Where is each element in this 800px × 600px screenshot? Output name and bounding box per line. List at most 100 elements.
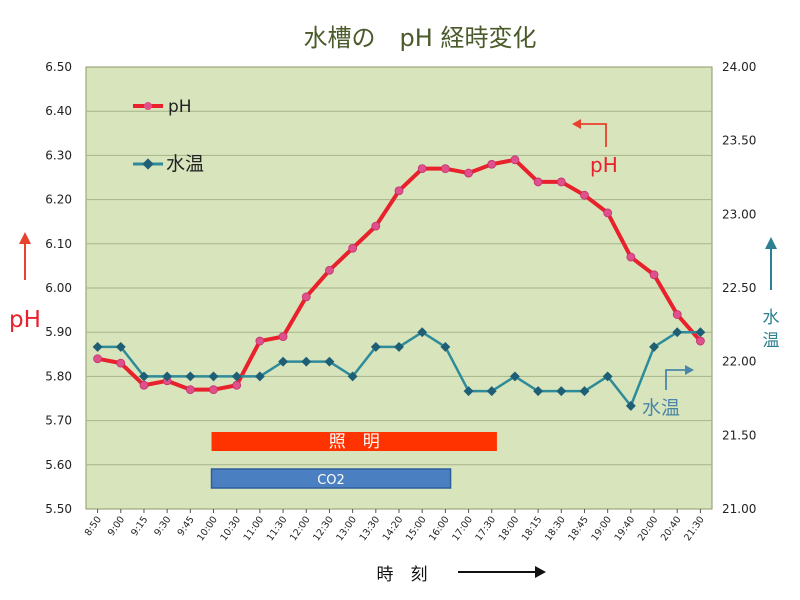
x-tick-label: 18:45 bbox=[566, 514, 591, 543]
x-axis-ticks: 8:50 9:00 9:15 9:30 9:4510:0010:3011:0011:30… bbox=[83, 509, 707, 543]
x-tick-label: 14:20 bbox=[381, 514, 406, 543]
data-point bbox=[510, 155, 520, 165]
annotation-ph-label: pH bbox=[590, 153, 618, 177]
annotation-ph-arrowhead bbox=[572, 119, 581, 129]
period-bar-label: 照 明 bbox=[329, 432, 380, 452]
left-axis-label: pH bbox=[9, 232, 41, 333]
data-point bbox=[394, 341, 404, 352]
x-tick-label: 17:00 bbox=[450, 514, 475, 543]
data-point bbox=[255, 336, 265, 346]
data-point bbox=[649, 341, 659, 352]
x-tick-label: 15:00 bbox=[404, 514, 429, 543]
x-tick-label: 10:30 bbox=[218, 514, 243, 543]
x-tick-label: 19:40 bbox=[613, 514, 638, 543]
data-point bbox=[301, 356, 312, 367]
left-axis-title: pH bbox=[9, 307, 41, 333]
x-tick-label: 20:40 bbox=[659, 514, 684, 543]
data-point bbox=[301, 292, 311, 302]
x-tick-label: 9:15 bbox=[129, 514, 150, 538]
data-point bbox=[625, 400, 636, 411]
annotation-ph-arrow bbox=[574, 123, 607, 147]
legend: pH 水温 bbox=[133, 97, 204, 175]
data-point bbox=[580, 190, 589, 200]
annotation-ph: pH bbox=[572, 119, 618, 177]
left-tick-label: 5.70 bbox=[45, 414, 72, 428]
data-point bbox=[603, 208, 613, 218]
left-tick-label: 6.40 bbox=[45, 104, 72, 118]
data-point bbox=[278, 356, 289, 367]
left-tick-label: 6.00 bbox=[45, 281, 72, 295]
data-point bbox=[325, 265, 334, 275]
x-tick-label: 13:00 bbox=[334, 514, 359, 543]
gridlines bbox=[86, 110, 712, 466]
data-point bbox=[370, 341, 381, 352]
x-tick-label: 12:30 bbox=[311, 514, 336, 543]
data-point bbox=[208, 371, 219, 382]
data-point bbox=[278, 332, 288, 342]
annotation-temp-arrowhead bbox=[685, 365, 694, 375]
annotation-temp-arrow bbox=[665, 369, 690, 390]
data-point bbox=[533, 177, 543, 187]
data-point bbox=[486, 386, 497, 397]
data-point bbox=[440, 164, 450, 174]
data-point bbox=[463, 386, 474, 397]
chart-title: 水槽の pH 経時変化 bbox=[304, 24, 537, 52]
legend-label-temp: 水温 bbox=[166, 153, 204, 175]
data-point bbox=[324, 356, 335, 367]
right-axis-title-line1: 水 bbox=[763, 308, 780, 328]
data-point bbox=[394, 186, 404, 196]
annotation-temp: 水温 bbox=[642, 365, 694, 419]
data-point bbox=[232, 380, 242, 390]
period-bar-label: CO2 bbox=[317, 473, 345, 488]
right-tick-label: 24.00 bbox=[722, 60, 756, 74]
data-point bbox=[696, 336, 705, 346]
x-axis-title: 時 刻 bbox=[377, 565, 428, 585]
x-tick-label: 10:00 bbox=[195, 514, 220, 543]
x-tick-label: 9:45 bbox=[176, 514, 197, 538]
left-tick-label: 5.90 bbox=[45, 325, 72, 339]
data-point bbox=[162, 371, 173, 382]
x-tick-label: 12:00 bbox=[288, 514, 313, 543]
x-tick-label: 18:15 bbox=[520, 514, 545, 543]
data-point bbox=[533, 386, 544, 397]
right-tick-label: 21.00 bbox=[722, 502, 756, 516]
data-point bbox=[672, 310, 682, 319]
annotation-temp-label: 水温 bbox=[642, 397, 680, 419]
data-point bbox=[417, 164, 427, 174]
data-point bbox=[371, 221, 381, 231]
x-tick-label: 9:30 bbox=[152, 514, 173, 538]
data-point bbox=[185, 385, 195, 395]
x-tick-label: 11:30 bbox=[265, 514, 290, 543]
left-tick-label: 5.60 bbox=[45, 458, 72, 472]
data-point bbox=[556, 177, 566, 187]
period-bars: 照 明 CO2 bbox=[210, 432, 497, 489]
x-tick-label: 11:00 bbox=[242, 514, 267, 543]
right-axis-arrowhead-icon bbox=[765, 237, 777, 249]
right-tick-label: 23.50 bbox=[722, 134, 756, 148]
data-point bbox=[254, 371, 265, 382]
data-point bbox=[695, 327, 706, 338]
data-point bbox=[348, 243, 358, 253]
data-point bbox=[185, 371, 196, 382]
x-tick-label: 8:50 bbox=[83, 514, 104, 538]
left-tick-label: 6.50 bbox=[45, 60, 72, 74]
legend-label-ph: pH bbox=[168, 97, 192, 117]
data-point bbox=[579, 386, 590, 397]
data-point bbox=[139, 380, 149, 390]
data-point bbox=[626, 252, 636, 262]
data-point bbox=[649, 270, 659, 280]
right-axis-title-line2: 温 bbox=[763, 331, 780, 351]
data-point bbox=[209, 385, 218, 395]
left-tick-label: 6.30 bbox=[45, 148, 72, 162]
data-point bbox=[602, 371, 613, 382]
x-tick-label: 17:30 bbox=[473, 514, 498, 543]
x-axis-arrowhead-icon bbox=[535, 566, 546, 578]
x-tick-label: 13:30 bbox=[358, 514, 383, 543]
left-tick-label: 6.10 bbox=[45, 237, 72, 251]
left-tick-label: 5.50 bbox=[45, 502, 72, 516]
data-point bbox=[347, 371, 358, 382]
right-tick-label: 22.00 bbox=[722, 355, 756, 369]
data-point bbox=[139, 371, 149, 382]
data-point bbox=[672, 327, 683, 338]
